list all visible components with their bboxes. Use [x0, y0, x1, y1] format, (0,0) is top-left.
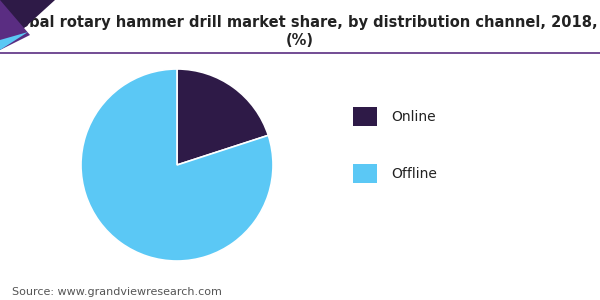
Polygon shape [0, 0, 55, 50]
Text: Source: www.grandviewresearch.com: Source: www.grandviewresearch.com [12, 287, 222, 297]
Wedge shape [81, 69, 273, 261]
Wedge shape [177, 69, 268, 165]
Bar [353, 164, 377, 183]
Text: Offline: Offline [391, 167, 437, 181]
Text: Online: Online [391, 110, 436, 124]
Polygon shape [0, 0, 30, 50]
Text: Global rotary hammer drill market share, by distribution channel, 2018, (%): Global rotary hammer drill market share,… [2, 15, 598, 48]
Bar [353, 106, 377, 126]
Polygon shape [0, 32, 28, 50]
